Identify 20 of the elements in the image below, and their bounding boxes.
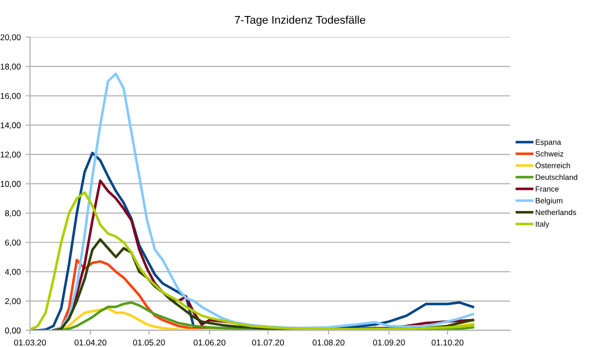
- y-tick-label: 16,00: [0, 92, 21, 100]
- y-tick-label: 12,00: [0, 152, 21, 158]
- y-tick-label: 4,00: [4, 268, 21, 276]
- x-tick-label: 01.07.20: [252, 340, 284, 346]
- x-tick-label: 01.03.20: [14, 340, 46, 346]
- x-tick-label: 01.08.20: [312, 340, 344, 346]
- y-tick-label: 8,00: [5, 210, 21, 218]
- y-tick-label: 6,00: [5, 240, 21, 246]
- chart-title: 7-Tage Inzidenz Todesfälle: [234, 16, 366, 26]
- y-tick-label: 18,00: [0, 64, 21, 71]
- x-tick-label: 01.05.20: [133, 340, 165, 346]
- y-tick-label: 2,00: [5, 298, 21, 306]
- x-tick-label: 01.10.20: [432, 340, 464, 346]
- y-tick-label: 10,00: [0, 180, 21, 188]
- x-tick-label: 01.06.20: [194, 340, 226, 346]
- y-tick-label: 20,00: [0, 34, 21, 42]
- y-tick-label: 0,00: [5, 328, 21, 334]
- x-tick-label: 01.09.20: [373, 340, 405, 346]
- x-tick-label: 01.04.20: [74, 340, 106, 346]
- y-tick-label: 14,00: [0, 122, 21, 130]
